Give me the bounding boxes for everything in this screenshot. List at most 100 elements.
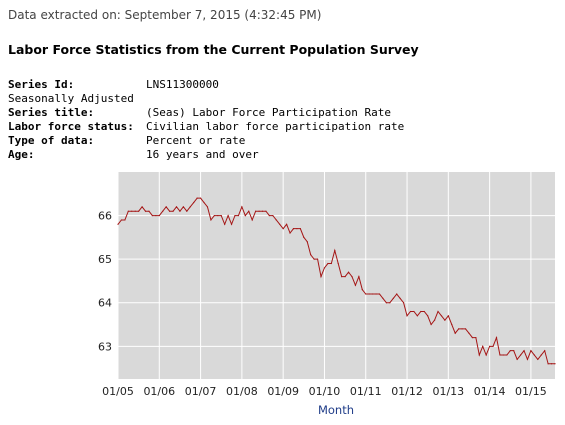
data-point: [444, 319, 446, 321]
data-point: [375, 293, 377, 295]
data-points: [117, 197, 556, 365]
data-point: [313, 258, 315, 260]
x-tick-label: 01/08: [226, 385, 258, 398]
data-point: [519, 354, 522, 356]
x-tick-label: 01/10: [309, 385, 341, 398]
data-point: [451, 323, 453, 326]
data-point: [506, 354, 508, 356]
data-point: [261, 210, 264, 212]
y-axis-ticks: 63 64 65 66: [98, 210, 112, 354]
data-point: [416, 315, 418, 317]
data-point: [124, 219, 126, 221]
data-point: [251, 219, 253, 221]
data-point: [189, 206, 191, 208]
x-axis-title: Month: [318, 403, 354, 417]
data-point: [255, 210, 257, 212]
data-point: [468, 332, 470, 334]
data-point: [540, 354, 542, 356]
data-point: [478, 354, 480, 356]
data-point: [499, 354, 501, 356]
data-point: [182, 206, 184, 208]
data-point: [213, 214, 215, 217]
data-point: [544, 350, 546, 352]
data-point: [265, 210, 267, 212]
data-point: [237, 214, 240, 217]
data-point: [203, 201, 205, 204]
data-point: [537, 358, 539, 360]
data-point: [399, 297, 401, 299]
data-point: [306, 241, 308, 243]
x-axis-ticks: 01/05 01/06 01/07 01/08 01/09 01/10 01/11 01/12…: [102, 385, 547, 398]
y-tick-label: 64: [98, 297, 112, 310]
data-point: [526, 358, 529, 360]
data-point: [550, 363, 553, 365]
data-point: [196, 197, 198, 199]
data-point: [385, 302, 387, 304]
data-point: [471, 337, 474, 339]
labor-force-status-label: Labor force status:: [8, 120, 134, 133]
data-point: [148, 210, 150, 212]
data-point: [365, 293, 367, 295]
data-point: [299, 228, 301, 230]
x-tick-label: 01/12: [391, 385, 423, 398]
data-point: [162, 210, 164, 212]
y-tick-label: 66: [98, 210, 112, 223]
data-point: [175, 206, 178, 208]
data-point: [482, 345, 484, 347]
x-tick-label: 01/13: [432, 385, 464, 398]
series-id-label: Series Id:: [8, 78, 75, 91]
labor-force-status-value: Civilian labor force participation rate: [146, 120, 405, 133]
data-point: [502, 354, 504, 356]
data-point: [433, 319, 436, 321]
data-point: [289, 232, 291, 234]
data-point: [316, 258, 319, 260]
data-point: [303, 236, 305, 238]
data-point: [409, 310, 412, 313]
data-point: [220, 214, 222, 217]
type-of-data-label: Type of data:: [8, 134, 95, 147]
extraction-timestamp: Data extracted on: September 7, 2015 (4:…: [8, 8, 322, 22]
y-tick-label: 65: [98, 253, 112, 266]
data-point: [427, 315, 429, 317]
x-tick-label: 01/14: [474, 385, 506, 398]
data-point: [227, 214, 229, 217]
data-point: [244, 214, 246, 217]
data-point: [454, 332, 456, 334]
data-point: [489, 345, 491, 347]
data-point: [406, 315, 408, 317]
data-point: [368, 293, 370, 295]
data-point: [423, 310, 425, 313]
age-value: 16 years and over: [146, 148, 259, 161]
data-point: [547, 363, 549, 365]
data-point: [241, 206, 243, 208]
data-point: [495, 337, 498, 339]
x-tick-label: 01/06: [143, 385, 175, 398]
gridlines: [117, 172, 555, 379]
data-point: [554, 363, 556, 365]
data-point: [485, 354, 487, 356]
data-point: [120, 219, 123, 221]
age-label: Age:: [8, 148, 35, 161]
data-point: [323, 267, 326, 269]
data-point: [509, 350, 511, 352]
data-point: [347, 271, 350, 273]
data-point: [533, 354, 535, 356]
data-point: [279, 223, 281, 225]
x-tick-label: 01/11: [350, 385, 382, 398]
data-point: [389, 302, 391, 304]
data-point: [464, 328, 467, 330]
data-point: [430, 323, 432, 326]
data-point: [378, 293, 381, 295]
x-tick-label: 01/09: [267, 385, 299, 398]
series-line: [117, 197, 555, 365]
data-point: [413, 310, 415, 313]
data-point: [138, 210, 140, 212]
series-title-label: Series title:: [8, 106, 95, 119]
data-point: [224, 223, 226, 225]
data-point: [141, 206, 143, 208]
data-point: [351, 275, 353, 278]
data-point: [206, 206, 209, 208]
data-point: [165, 206, 167, 208]
data-point: [361, 289, 363, 291]
